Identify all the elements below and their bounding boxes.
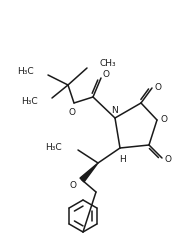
Text: H₃C: H₃C xyxy=(21,97,38,105)
Text: H₃C: H₃C xyxy=(17,66,34,76)
Text: O: O xyxy=(155,82,161,92)
Text: O: O xyxy=(69,108,75,116)
Text: O: O xyxy=(164,154,171,163)
Polygon shape xyxy=(80,163,98,182)
Text: N: N xyxy=(111,105,117,114)
Text: O: O xyxy=(161,114,167,124)
Text: CH₃: CH₃ xyxy=(99,59,116,67)
Text: O: O xyxy=(103,70,109,78)
Text: O: O xyxy=(69,180,77,190)
Text: H: H xyxy=(120,154,126,163)
Text: H₃C: H₃C xyxy=(45,142,62,152)
